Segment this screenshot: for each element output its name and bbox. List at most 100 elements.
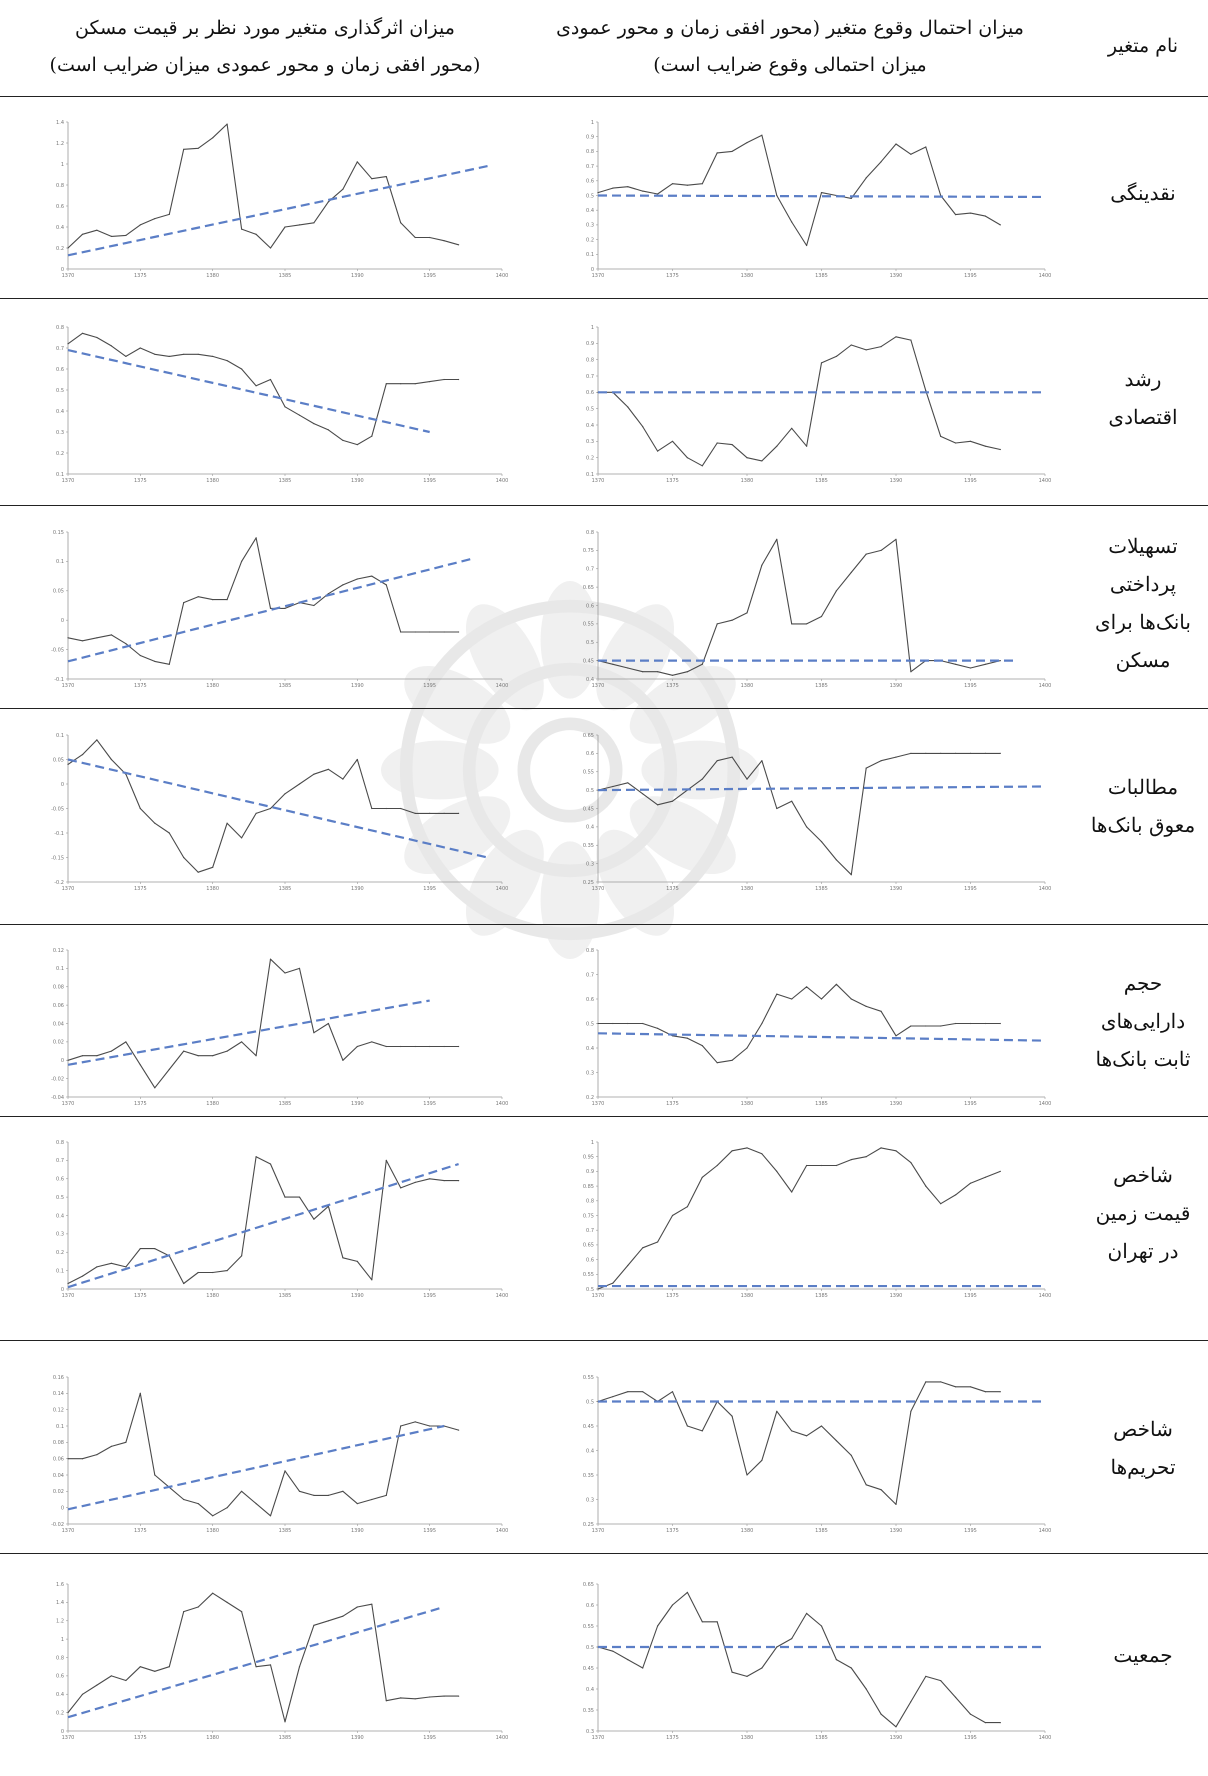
trend-line	[597, 194, 1046, 199]
data-point	[183, 856, 185, 859]
data-point	[168, 213, 170, 215]
y-tick-label: 0.5	[586, 1287, 594, 1293]
x-tick-label: 1370	[62, 683, 75, 689]
y-tick-label: 0.2	[56, 246, 64, 252]
variable-name: رشد اقتصادی	[1078, 305, 1208, 490]
x-tick-label: 1400	[1039, 886, 1052, 892]
x-tick-label: 1385	[279, 1528, 292, 1534]
variable-name-line: تحریم‌ها	[1110, 1454, 1176, 1479]
x-tick-label: 1390	[890, 1528, 903, 1534]
data-point	[183, 1611, 185, 1613]
variable-name-line: در تهران	[1107, 1238, 1179, 1263]
data-point	[686, 1425, 688, 1427]
data-point	[999, 224, 1001, 226]
data-point	[612, 187, 614, 189]
x-tick-label: 1375	[666, 1293, 679, 1299]
data-point	[657, 193, 659, 195]
data-point	[139, 224, 141, 226]
data-point	[298, 783, 301, 785]
data-point	[940, 1680, 942, 1682]
y-tick-label: -0.1	[54, 677, 64, 683]
header-effect-line1: میزان اثرگذاری متغیر مورد نظر بر قیمت مس…	[75, 17, 455, 39]
variable-name-line: معوق بانک‌ها	[1090, 812, 1196, 837]
x-tick-label: 1385	[279, 886, 292, 892]
y-tick-label: 0.4	[586, 1448, 594, 1454]
x-tick-label: 1395	[423, 1101, 436, 1107]
y-tick-label: -0.2	[54, 880, 64, 886]
x-tick-label: 1385	[815, 683, 828, 689]
data-point	[168, 1666, 170, 1668]
y-tick-label: -0.02	[51, 1076, 64, 1082]
y-tick-label: 0.1	[586, 472, 594, 478]
y-tick-label: 0.5	[56, 388, 64, 394]
x-tick-label: 1380	[741, 683, 754, 689]
trend-line	[67, 1605, 445, 1719]
data-point	[776, 807, 778, 810]
data-point	[458, 812, 460, 814]
data-point	[731, 756, 733, 758]
data-point	[110, 758, 112, 761]
data-point	[139, 1666, 141, 1668]
y-tick-label: 0	[61, 1287, 64, 1293]
data-point	[671, 1214, 674, 1217]
x-tick-label: 1395	[423, 1528, 436, 1534]
data-point	[197, 596, 199, 598]
data-point	[746, 1474, 748, 1476]
data-point	[746, 1675, 748, 1677]
data-point	[342, 1490, 344, 1492]
x-tick-label: 1395	[964, 273, 977, 279]
x-tick-label: 1395	[423, 886, 436, 892]
data-point	[880, 1489, 882, 1491]
data-point	[125, 234, 127, 236]
data-point	[284, 1721, 286, 1723]
probability-chart: 0 0.1 0.2 0.3 0.4 0.5 0.6 0.7 0.8 0.9 1 1370 1375 138…	[586, 120, 1051, 279]
header-prob-line2: میزان احتمالی وقوع ضرایب است)	[653, 54, 927, 76]
x-tick-label: 1395	[423, 273, 436, 279]
row-divider	[0, 924, 1208, 925]
series-line	[67, 123, 459, 249]
data-point	[716, 623, 718, 625]
data-point	[139, 347, 141, 349]
x-tick-label: 1385	[815, 1528, 828, 1534]
x-tick-label: 1370	[592, 1293, 605, 1299]
data-point	[731, 1415, 733, 1417]
data-point	[212, 355, 214, 357]
x-tick-label: 1395	[964, 683, 977, 689]
data-point	[806, 1164, 808, 1167]
data-point	[255, 1055, 257, 1057]
y-tick-label: 0.6	[586, 751, 594, 757]
data-point	[443, 378, 445, 381]
data-point	[241, 1041, 243, 1043]
y-tick-label: 0.06	[53, 1003, 64, 1009]
data-point	[835, 1659, 837, 1661]
data-point	[371, 1279, 373, 1281]
data-point	[686, 1037, 688, 1039]
y-tick-label: 0.65	[583, 1582, 594, 1588]
data-point	[642, 1667, 644, 1669]
data-point	[910, 1162, 912, 1164]
data-point	[269, 807, 272, 810]
data-point	[761, 460, 763, 462]
y-tick-label: 0.14	[53, 1391, 64, 1397]
data-point	[414, 1181, 416, 1183]
data-point	[746, 142, 748, 144]
data-point	[313, 773, 315, 775]
data-point	[241, 1255, 243, 1257]
x-tick-label: 1375	[666, 886, 679, 892]
data-point	[125, 355, 127, 357]
data-point	[255, 233, 257, 235]
data-point	[298, 967, 301, 969]
y-tick-label: 0.1	[56, 1424, 64, 1430]
data-point	[657, 804, 659, 806]
data-point	[895, 1726, 897, 1728]
data-point	[226, 599, 228, 601]
data-point	[642, 190, 644, 192]
data-point	[686, 671, 688, 673]
x-tick-label: 1390	[351, 1293, 364, 1299]
y-tick-label: 1	[591, 325, 594, 331]
data-point	[284, 972, 286, 974]
data-point	[313, 1624, 315, 1626]
y-tick-label: 0.2	[56, 1250, 64, 1256]
data-point	[67, 637, 69, 639]
y-tick-label: 0.08	[53, 1440, 64, 1446]
